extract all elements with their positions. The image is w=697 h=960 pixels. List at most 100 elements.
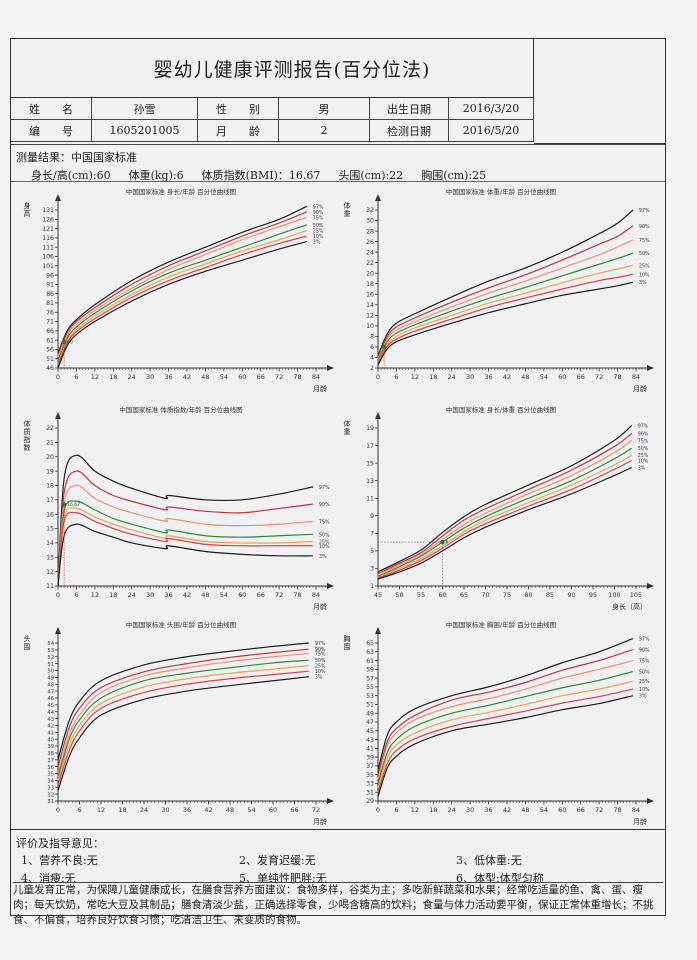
x-tick-label: 18 [109, 373, 117, 381]
y-tick-label: 32 [366, 207, 374, 214]
y-tick-label: 41 [366, 746, 374, 753]
x-tick-label: 60 [238, 373, 246, 381]
y-tick-label: 71 [46, 319, 54, 326]
chart-canvas: 0 6 12 18 24 30 36 42 48 54 60 66 72 78 84246810121416… [366, 194, 654, 381]
weight-value: 体重(kg):6 [128, 169, 184, 182]
percentile-label: 97% [638, 423, 649, 429]
x-axis-arrow-icon [647, 583, 654, 589]
y-tick-label: 46 [46, 365, 54, 372]
y-tick-label: 13 [46, 554, 54, 561]
y-tick-label: 86 [46, 291, 54, 298]
y-axis-arrow-icon [55, 194, 61, 201]
y-tick-label: 39 [47, 744, 54, 750]
percentile-line-97 [377, 424, 633, 573]
x-tick-label: 24 [448, 373, 456, 381]
y-tick-label: 49 [366, 710, 374, 717]
y-tick-label: 30 [366, 218, 374, 225]
x-tick-label: 0 [56, 373, 60, 381]
percentile-label: 25% [315, 664, 326, 670]
y-tick-label: 51 [47, 662, 54, 668]
y-tick-label: 81 [46, 300, 54, 307]
y-tick-label: 51 [46, 356, 54, 363]
percentile-label: 90% [315, 647, 326, 653]
y-tick-label: 121 [42, 226, 54, 233]
x-tick-label: 55 [417, 591, 425, 599]
y-tick-label: 101 [42, 263, 54, 270]
y-axis-label: 体重 [343, 202, 351, 218]
measurement-point [440, 539, 445, 545]
x-tick-label: 6 [74, 591, 78, 599]
percentile-label: 3% [639, 694, 647, 700]
percentile-label: 97% [319, 485, 330, 491]
chart-title: 中国国家标准 体质指数/年龄 百分位曲线图 [119, 406, 243, 414]
x-tick-label: 42 [183, 591, 191, 599]
y-tick-label: 15 [366, 460, 374, 467]
percentile-label: 90% [313, 210, 324, 216]
y-tick-label: 111 [42, 244, 54, 251]
chart-title: 中国国家标准 体重/年龄 百分位曲线图 [445, 188, 557, 196]
percentile-label: 25% [639, 263, 650, 269]
table-row: 姓 名 孙雪 性 别 男 出生日期 2016/3/20 [11, 98, 534, 120]
percentile-line-10 [57, 511, 313, 587]
percentile-label: 97% [315, 641, 326, 647]
y-tick-label: 36 [47, 765, 54, 771]
percentile-line-97 [377, 638, 634, 771]
x-tick-label: 30 [146, 591, 154, 599]
chart-canvas: 0 6 12 18 24 30 36 42 48 54 60 66 72 78 84 11 12 13 14 15 16… [46, 412, 334, 599]
x-tick-label: 30 [466, 373, 474, 381]
y-tick-label: 11 [46, 583, 54, 590]
x-tick-label: 54 [220, 591, 228, 599]
percentile-line-3 [377, 281, 634, 366]
x-tick-label: 18 [429, 806, 437, 814]
x-tick-label: 72 [595, 373, 603, 381]
chart-canvas: 0 6 12 18 24 30 36 42 48 54 60 66 72 78 84 46 51 56 61 66 71… [42, 194, 334, 381]
x-tick-label: 84 [632, 373, 640, 381]
x-tick-label: 48 [521, 806, 529, 814]
percentile-label: 90% [638, 431, 649, 437]
percentile-line-75 [377, 659, 634, 780]
x-axis-label: 月龄 [313, 818, 327, 826]
percentile-label: 50% [315, 658, 326, 664]
measurement-point [61, 339, 67, 345]
y-tick-label: 18 [366, 281, 374, 288]
percentile-line-97 [57, 454, 314, 587]
percentile-label: 75% [319, 519, 330, 525]
percentile-line-25 [377, 680, 634, 789]
y-tick-label: 8 [370, 334, 374, 341]
charts-area: 中国国家标准 身长/年龄 百分位曲线图 身高 月龄 0 6 12 18 24 30 36 42… [11, 181, 665, 830]
x-tick-label: 24 [128, 373, 136, 381]
y-tick-label: 5 [370, 548, 374, 555]
chart-bmi-age: 中国国家标准 体质指数/年龄 百分位曲线图 体质指数 月龄 0 6 12 18 24 30… [21, 400, 341, 614]
percentile-line-97 [377, 209, 634, 357]
evaluation-item: 1、营养不良:无 [21, 854, 98, 867]
height-value: 身长/高(cm):60 [31, 169, 111, 182]
x-axis-label: 月龄 [633, 818, 647, 826]
x-tick-label: 72 [312, 806, 320, 814]
percentile-label: 25% [313, 228, 324, 234]
x-axis-arrow-icon [647, 365, 654, 371]
y-tick-label: 9 [370, 513, 374, 520]
x-tick-label: 50 [395, 591, 403, 599]
percentile-label: 97% [313, 204, 324, 210]
percentile-line-90 [377, 649, 634, 775]
x-tick-label: 0 [376, 373, 380, 381]
percentile-line-75 [57, 652, 309, 774]
percentile-line-10 [377, 459, 632, 579]
x-tick-label: 36 [484, 373, 492, 381]
chart-title: 中国国家标准 身长/体重 百分位曲线图 [445, 406, 557, 414]
percentile-label: 50% [639, 251, 650, 257]
percentile-line-50 [57, 500, 313, 587]
x-tick-label: 12 [411, 373, 419, 381]
y-tick-label: 49 [47, 676, 54, 682]
percentile-label: 90% [319, 502, 330, 508]
x-tick-label: 36 [164, 591, 172, 599]
percentile-line-50 [57, 659, 309, 778]
x-tick-label: 84 [312, 373, 320, 381]
percentile-label: 3% [315, 675, 323, 681]
x-tick-label: 78 [293, 373, 301, 381]
percentile-label: 10% [639, 687, 650, 693]
x-tick-label: 42 [204, 806, 212, 814]
x-axis-arrow-icon [327, 798, 334, 804]
x-tick-label: 70 [481, 591, 489, 599]
